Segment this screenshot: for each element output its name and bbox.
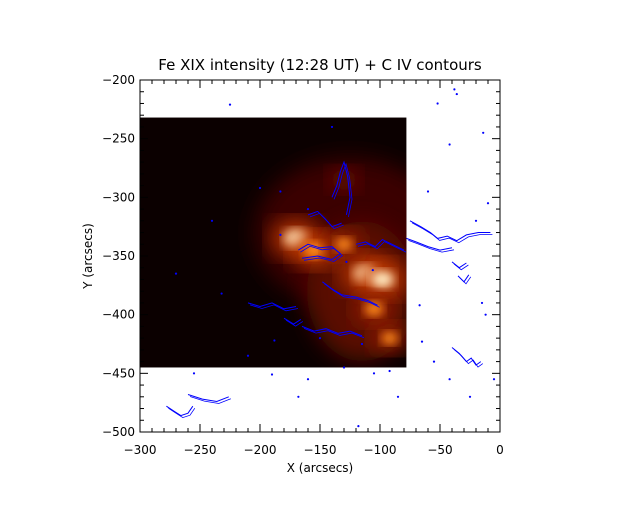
civ-contour	[249, 304, 299, 312]
intensity-core	[370, 270, 394, 289]
civ-contour-dot	[372, 372, 376, 375]
civ-contour-dot	[279, 190, 282, 193]
civ-contour	[168, 407, 196, 419]
x-tick-label: −100	[364, 443, 397, 457]
intensity-glow-layer	[255, 157, 407, 362]
y-axis: −200 −250 −300 −350 −400 −450 −500	[102, 73, 500, 439]
civ-contour-dot	[192, 372, 196, 375]
civ-contour-dot	[426, 190, 430, 193]
civ-contour	[283, 317, 302, 325]
y-tick-label: −300	[102, 190, 135, 204]
x-tick-label: −300	[124, 443, 157, 457]
civ-contour	[408, 240, 455, 253]
civ-contour-dot	[318, 337, 322, 340]
civ-contour-dot	[492, 378, 496, 381]
civ-contour-dot	[418, 304, 421, 307]
civ-contour	[247, 302, 297, 310]
x-axis: −300 −250 −200 −150 −100 −50 0	[124, 80, 504, 457]
civ-contour-dot	[297, 395, 300, 398]
civ-contour	[355, 238, 405, 251]
civ-contour-dot	[455, 92, 458, 96]
civ-contour	[451, 347, 482, 366]
civ-contour-dot	[342, 366, 346, 369]
civ-contour	[357, 241, 407, 253]
x-axis-title: X (arcsecs)	[287, 461, 354, 475]
civ-contour	[453, 263, 469, 271]
civ-contour-dot	[228, 103, 232, 106]
intensity-core	[335, 237, 353, 251]
civ-contour-dot	[279, 233, 282, 236]
civ-contour-dot	[330, 125, 334, 129]
civ-contour-dot	[468, 395, 472, 398]
y-tick-label: −200	[102, 73, 135, 87]
civ-contour	[285, 319, 304, 327]
civ-contour-dot	[448, 143, 451, 146]
civ-contour	[166, 405, 194, 417]
civ-contour-dot	[306, 207, 310, 211]
civ-contour	[459, 276, 472, 285]
x-tick-label: 0	[496, 443, 504, 457]
y-tick-label: −350	[102, 249, 135, 263]
civ-contour-dot	[448, 378, 451, 381]
intensity-core	[364, 301, 384, 316]
civ-contour-dot	[360, 342, 364, 346]
civ-contour-dot	[474, 219, 478, 222]
y-tick-label: −400	[102, 308, 135, 322]
civ-contour-dot	[436, 102, 439, 105]
civ-contour	[301, 325, 363, 337]
civ-contour	[333, 162, 353, 217]
civ-contour	[406, 237, 453, 251]
intensity-blob	[329, 168, 359, 192]
civ-contour	[453, 349, 484, 368]
civ-contour-dot	[220, 292, 223, 295]
chart-title: Fe XIX intensity (12:28 UT) + C IV conto…	[158, 56, 482, 74]
x-tick-label: −150	[304, 443, 337, 457]
civ-contour	[451, 261, 467, 269]
civ-contour	[331, 160, 351, 216]
civ-contour-dot	[270, 373, 274, 376]
civ-contour-dot	[396, 395, 400, 398]
civ-contour-dot	[484, 313, 487, 316]
x-tick-label: −250	[184, 443, 217, 457]
civ-contour-dot	[388, 369, 391, 373]
civ-contour-dot	[420, 340, 424, 343]
civ-contour-dot	[246, 354, 250, 357]
civ-contour-dot	[371, 268, 374, 272]
x-tick-label: −200	[244, 443, 277, 457]
civ-contour-dot	[345, 260, 348, 263]
civ-contour-dot	[453, 88, 456, 91]
civ-contour	[322, 281, 378, 306]
civ-contour-dot	[357, 425, 360, 428]
y-tick-label: −450	[102, 366, 135, 380]
civ-contour	[324, 283, 380, 308]
civ-contour-dot	[432, 360, 436, 363]
civ-contour	[303, 328, 365, 339]
civ-contour-dot	[174, 272, 178, 275]
x-tick-label: −50	[427, 443, 452, 457]
civ-contour	[300, 245, 344, 262]
y-tick-label: −500	[102, 425, 135, 439]
civ-contour-dot	[486, 202, 490, 205]
civ-contour-dot	[482, 131, 485, 134]
intensity-core	[381, 331, 398, 345]
civ-contour	[411, 222, 493, 244]
civ-contour-dot	[210, 219, 214, 222]
y-axis-title: Y (arcsecs)	[81, 223, 95, 290]
civ-contour-dot	[480, 301, 484, 305]
intensity-image	[140, 117, 407, 368]
civ-contour-dot	[306, 378, 310, 381]
civ-contour	[309, 212, 344, 230]
civ-contour	[189, 396, 231, 404]
civ-contours	[166, 88, 496, 428]
civ-contour	[187, 394, 229, 403]
y-tick-label: −250	[102, 132, 135, 146]
civ-contour-dot	[258, 186, 262, 190]
civ-contour	[409, 220, 491, 242]
civ-contour-dot	[273, 339, 276, 342]
intensity-core	[303, 242, 325, 259]
